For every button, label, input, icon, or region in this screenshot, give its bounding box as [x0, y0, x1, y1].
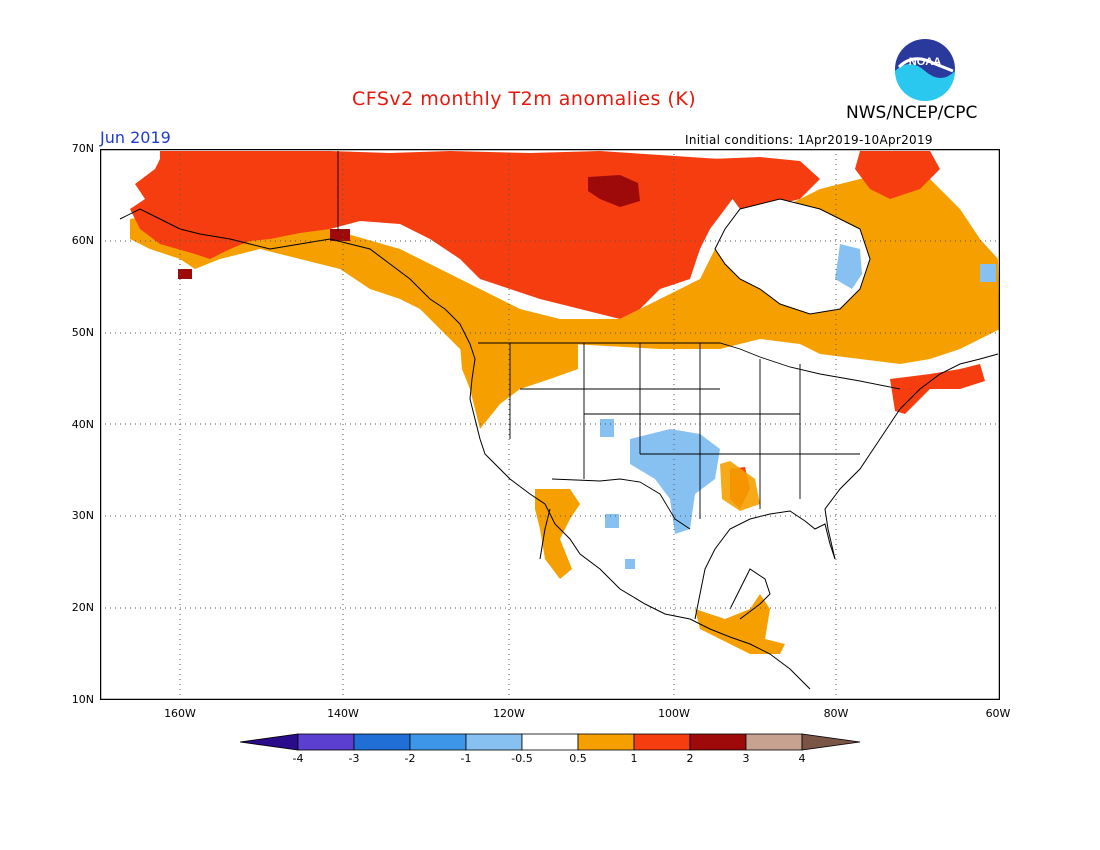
map-frame — [100, 149, 1000, 700]
noaa-logo: NOAA — [893, 37, 957, 105]
organization-label: NWS/NCEP/CPC — [846, 103, 978, 123]
lat-label-50n: 50N — [71, 326, 94, 339]
anomaly-map — [100, 149, 1000, 700]
colorbar-label-neg3: -3 — [348, 752, 360, 765]
logo-text: NOAA — [909, 56, 941, 68]
colorbar-segment — [353, 733, 411, 751]
lon-label-60w: 60W — [985, 707, 1011, 720]
month-label: Jun 2019 — [100, 128, 171, 147]
anomaly-region-yukon-max — [330, 229, 350, 241]
colorbar — [239, 733, 861, 751]
colorbar-label-neg05: -0.5 — [511, 752, 533, 765]
lat-label-30n: 30N — [71, 509, 94, 522]
colorbar-label-4: 4 — [798, 752, 806, 765]
anomaly-region-alaska-max — [178, 269, 192, 279]
colorbar-arrow-low — [239, 733, 299, 751]
anomaly-region-mexico-blue — [605, 514, 619, 528]
initial-conditions-label: Initial conditions: 1Apr2019-10Apr2019 — [685, 133, 933, 147]
colorbar-segment — [577, 733, 635, 751]
colorbar-segment — [745, 733, 803, 751]
colorbar-label-3: 3 — [742, 752, 750, 765]
lon-label-160w: 160W — [164, 707, 196, 720]
colorbar-label-neg2: -2 — [404, 752, 416, 765]
political-borders — [337, 151, 901, 530]
anomaly-region-greenland — [855, 151, 940, 199]
map-gridlines — [100, 149, 1000, 700]
anomaly-region-gulf-coast-orange — [720, 461, 760, 511]
lat-label-10n: 10N — [71, 693, 94, 706]
anomaly-region-hudson-bay — [835, 244, 862, 289]
lon-label-80w: 80W — [823, 707, 849, 720]
anomaly-region-pacific-northwest — [460, 339, 578, 429]
colorbar-segment — [521, 733, 579, 751]
colorbar-label-neg4: -4 — [292, 752, 304, 765]
colorbar-label-neg1: -1 — [460, 752, 472, 765]
colorbar-segment — [689, 733, 747, 751]
colorbar-segment — [633, 733, 691, 751]
lat-label-70n: 70N — [71, 142, 94, 155]
anomaly-region-mexico-baja — [535, 489, 580, 579]
anomaly-region-mexico-blue-2 — [625, 559, 635, 569]
colorbar-segment — [409, 733, 467, 751]
anomaly-region-labrador — [980, 264, 996, 282]
anomaly-region-colorado — [600, 419, 614, 437]
anomaly-region-central-us — [630, 429, 720, 534]
anomaly-region-quebec — [710, 157, 820, 209]
lon-label-100w: 100W — [658, 707, 690, 720]
anomaly-region-northern-canada-max — [588, 175, 640, 207]
coastlines — [119, 198, 999, 690]
colorbar-label-1: 1 — [630, 752, 638, 765]
colorbar-label-05: 0.5 — [569, 752, 587, 765]
lon-label-140w: 140W — [327, 707, 359, 720]
lat-label-60n: 60N — [71, 234, 94, 247]
chart-title: CFSv2 monthly T2m anomalies (K) — [352, 88, 697, 110]
anomaly-region-new-england — [890, 364, 985, 414]
lat-label-20n: 20N — [71, 601, 94, 614]
lat-label-40n: 40N — [71, 418, 94, 431]
anomaly-fields — [130, 151, 1000, 654]
anomaly-region-central-america — [695, 594, 785, 654]
colorbar-label-2: 2 — [686, 752, 694, 765]
lon-label-120w: 120W — [493, 707, 525, 720]
hudson-bay-region — [715, 199, 870, 314]
colorbar-arrow-high — [801, 733, 861, 751]
colorbar-segment — [465, 733, 523, 751]
colorbar-segment — [297, 733, 355, 751]
